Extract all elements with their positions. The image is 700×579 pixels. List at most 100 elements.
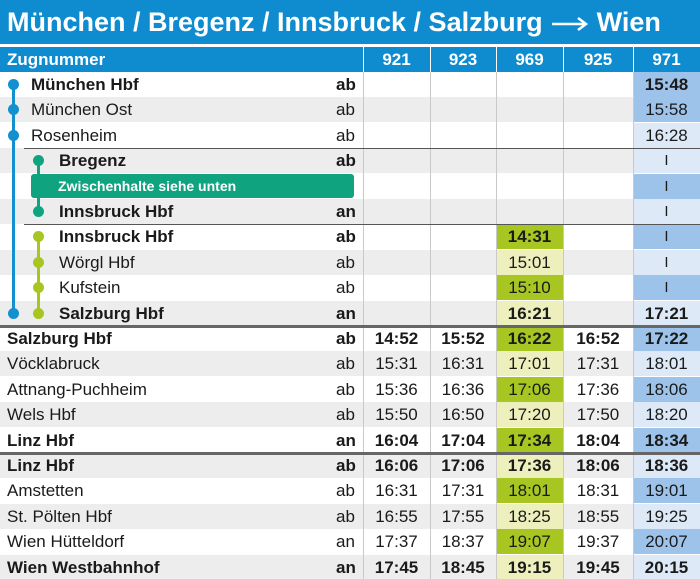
time-cell: 16:52	[576, 329, 620, 348]
time-cell: 18:25	[508, 506, 551, 526]
route-stop-dot	[8, 307, 19, 319]
time-cell: 19:37	[576, 532, 620, 552]
time-cell	[363, 174, 430, 199]
table-row: Linz Hbf an 16:04 17:04 17:34 18:04 18:34	[0, 427, 700, 453]
route-stop-dot	[33, 307, 44, 319]
departure-arrival-marker: an	[336, 202, 356, 221]
table-row: Kufstein ab 15:10 I	[0, 275, 700, 301]
time-cell: 18:01	[645, 354, 688, 374]
column-highlight	[633, 376, 700, 402]
column-highlight	[633, 326, 700, 351]
station-name: Wörgl Hbf	[59, 252, 135, 272]
time-cell: 16:04	[374, 430, 419, 450]
time-cell: 17:45	[374, 557, 419, 577]
header-separator	[633, 47, 634, 72]
time-cell	[563, 250, 633, 275]
station-name: Linz Hbf	[7, 430, 75, 450]
pass-through-marker: I	[664, 279, 669, 297]
departure-arrival-marker: an	[336, 532, 355, 552]
column-highlight	[496, 249, 563, 275]
time-cell: 17:06	[441, 456, 485, 475]
time-cell	[363, 199, 430, 224]
time-cell: 15:36	[375, 379, 418, 399]
column-highlight	[633, 529, 700, 555]
time-cell: 15:58	[645, 100, 688, 120]
destination-title: Wien	[596, 7, 661, 37]
header-separator	[496, 47, 497, 72]
time-cell	[430, 301, 496, 326]
column-highlight	[633, 224, 700, 250]
time-cell: 18:04	[576, 430, 620, 450]
column-highlight	[496, 529, 563, 555]
time-cell: 17:01	[508, 354, 551, 374]
table-row: Linz Hbf ab 16:06 17:06 17:36 18:06 18:36	[0, 453, 700, 478]
departure-arrival-marker: an	[336, 557, 356, 577]
column-highlight	[633, 503, 700, 529]
train-number-925: 925	[583, 50, 613, 69]
intermediate-stops-note: Zwischenhalte siehe unten	[31, 174, 354, 198]
row-stripe	[0, 453, 700, 478]
time-cell	[363, 250, 430, 275]
station-name: München Hbf	[31, 75, 139, 94]
table-row: Amstetten ab 16:31 17:31 18:01 18:31 19:01	[0, 478, 700, 504]
column-highlight	[496, 402, 563, 428]
row-stripe	[0, 300, 700, 326]
time-cell	[563, 72, 633, 97]
column-highlight	[633, 199, 700, 224]
departure-arrival-marker: ab	[336, 125, 355, 145]
time-cell: 16:28	[645, 125, 688, 145]
departure-arrival-marker: ab	[336, 481, 355, 501]
time-cell: 17:20	[508, 405, 551, 425]
time-cell	[363, 123, 430, 148]
column-highlight	[633, 402, 700, 428]
column-highlight	[496, 275, 563, 301]
station-name: Innsbruck Hbf	[59, 202, 174, 221]
row-stripe	[0, 249, 700, 275]
time-cell	[496, 174, 563, 199]
time-cell: 20:15	[644, 557, 689, 577]
time-cell	[496, 123, 563, 148]
section-divider	[24, 148, 700, 150]
pass-through-marker: I	[664, 203, 669, 220]
row-stripe	[0, 199, 700, 224]
table-row: München Hbf ab 15:48	[0, 72, 700, 97]
time-cell	[430, 72, 496, 97]
time-cell	[496, 72, 563, 97]
departure-arrival-marker: ab	[336, 379, 355, 399]
table-row: Innsbruck Hbf ab 14:31 I	[0, 224, 700, 250]
table-row: Wels Hbf ab 15:50 16:50 17:20 17:50 18:20	[0, 402, 700, 428]
time-cell	[430, 199, 496, 224]
header-separator	[563, 47, 564, 72]
row-stripe	[0, 351, 700, 377]
column-highlight	[496, 554, 563, 579]
pass-through-marker: I	[664, 152, 669, 170]
table-row: Wien Westbahnhof an 17:45 18:45 19:15 19:45 20…	[0, 554, 700, 579]
table-row: Innsbruck Hbf an I	[0, 199, 700, 224]
time-cell: 19:45	[576, 557, 620, 577]
table-row: I	[0, 173, 700, 199]
column-highlight	[633, 478, 700, 504]
column-highlight	[496, 453, 563, 478]
column-header: Zugnummer 921 923 969 925 971	[0, 47, 700, 72]
header-separator	[430, 47, 431, 72]
time-cell	[363, 72, 430, 97]
time-cell: 15:10	[508, 278, 551, 298]
column-highlight	[496, 300, 563, 326]
time-cell	[563, 174, 633, 199]
station-name: Kufstein	[59, 278, 121, 298]
departure-arrival-marker: an	[336, 430, 356, 450]
time-cell: 19:25	[645, 506, 688, 526]
time-cell	[430, 123, 496, 148]
time-cell: 17:36	[576, 379, 620, 399]
departure-arrival-marker: ab	[336, 278, 355, 298]
time-cell: 16:22	[507, 329, 552, 348]
time-cell: 15:52	[441, 329, 485, 348]
departure-arrival-marker: ab	[336, 405, 355, 425]
column-highlight	[496, 351, 563, 377]
time-cell	[430, 224, 496, 249]
time-cell: 18:20	[645, 405, 688, 425]
time-cell: 19:15	[507, 557, 552, 577]
table-row: Salzburg Hbf ab 14:52 15:52 16:22 16:52 17:22	[0, 326, 700, 351]
time-cell: 18:06	[576, 456, 620, 475]
column-highlight	[633, 275, 700, 301]
